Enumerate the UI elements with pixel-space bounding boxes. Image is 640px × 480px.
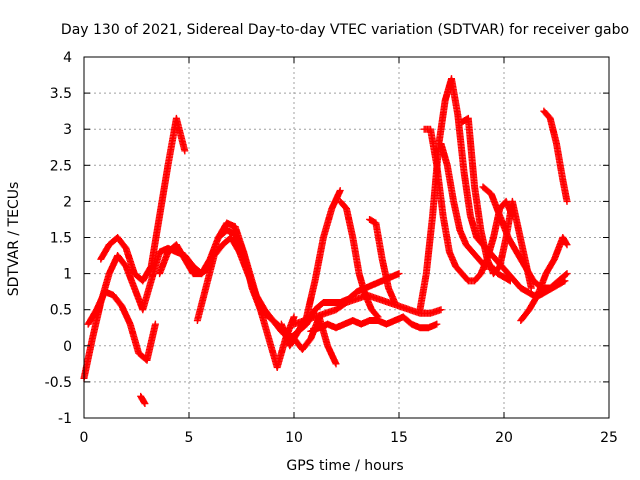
- series-track-j: [336, 197, 382, 321]
- data-point-markers: [97, 114, 189, 285]
- y-axis-label: SDTVAR / TECUs: [6, 182, 22, 297]
- x-tick-label: 15: [390, 430, 408, 446]
- y-tick-label: 3.5: [50, 86, 72, 102]
- chart-title: Day 130 of 2021, Sidereal Day-to-day VTE…: [61, 22, 629, 38]
- data-point-markers: [277, 187, 344, 350]
- data-point-markers: [517, 234, 571, 325]
- series-track-h: [290, 291, 445, 328]
- series-track-k: [366, 215, 399, 306]
- x-tick-label: 25: [600, 430, 618, 446]
- series-track-b: [84, 288, 159, 364]
- y-tick-label: 0: [63, 339, 72, 355]
- series-track-s: [137, 392, 149, 408]
- data-points: [80, 75, 571, 408]
- y-tick-label: 2.5: [50, 158, 72, 174]
- y-tick-label: 1: [63, 267, 72, 283]
- y-tick-label: 1.5: [50, 231, 72, 247]
- axis-ticks: [83, 56, 610, 419]
- series-track-i: [307, 313, 441, 335]
- data-point-markers: [366, 215, 399, 306]
- data-point-markers: [336, 197, 382, 321]
- data-point-markers: [540, 107, 571, 205]
- y-tick-labels: -1 -0.5 0 0.5 1 1.5 2 2.5 3 3.5 4: [45, 50, 72, 427]
- y-tick-label: -1: [58, 411, 72, 427]
- data-point-markers: [84, 288, 159, 364]
- y-tick-label: 3: [63, 122, 72, 138]
- data-point-markers: [137, 392, 149, 408]
- x-tick-label: 5: [185, 430, 194, 446]
- x-tick-label: 0: [80, 430, 89, 446]
- series-track-o: [458, 114, 535, 292]
- data-point-markers: [290, 291, 445, 328]
- y-tick-label: -0.5: [45, 375, 72, 391]
- x-tick-labels: 0 5 10 15 20 25: [80, 430, 618, 446]
- y-tick-label: 4: [63, 50, 72, 66]
- y-tick-label: 0.5: [50, 303, 72, 319]
- series-track-c: [97, 114, 189, 285]
- series-track-q: [517, 234, 571, 325]
- y-tick-label: 2: [63, 194, 72, 210]
- x-tick-label: 20: [495, 430, 513, 446]
- x-tick-label: 10: [285, 430, 303, 446]
- series-track-g: [277, 187, 344, 350]
- series-track-r: [540, 107, 571, 205]
- x-axis-label: GPS time / hours: [286, 458, 403, 474]
- data-point-markers: [307, 313, 441, 335]
- data-point-markers: [458, 114, 535, 292]
